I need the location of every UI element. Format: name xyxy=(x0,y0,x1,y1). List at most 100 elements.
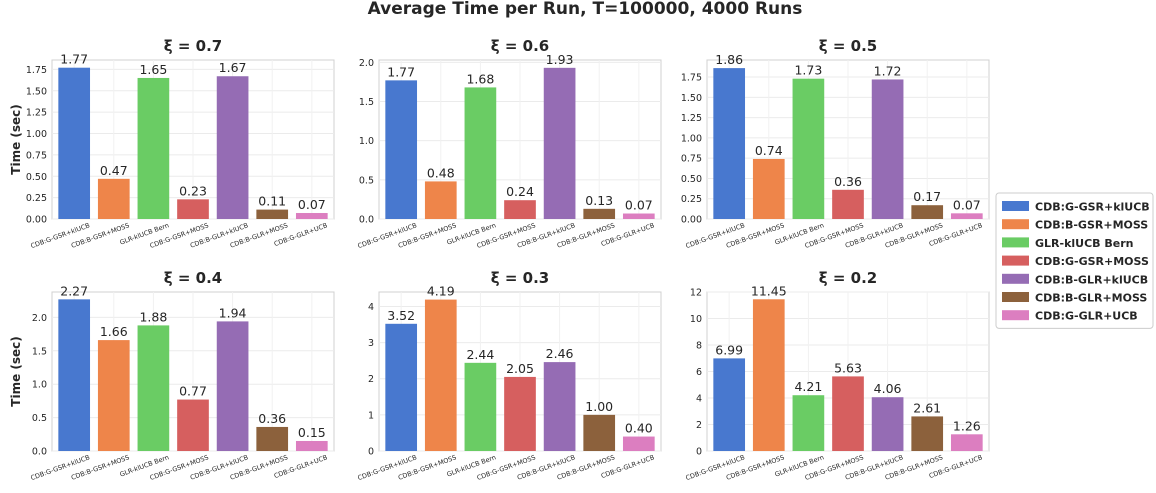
y-tick-label: 1.00 xyxy=(681,133,702,144)
subplot-title: ξ = 0.7 xyxy=(164,37,222,55)
bar-value-label: 1.88 xyxy=(139,309,167,324)
subplot-2: 0.00.51.01.52.01.77CDB:G-GSR+klUCB0.48CD… xyxy=(357,37,662,250)
y-tick-label: 1.50 xyxy=(681,93,702,104)
bar xyxy=(58,67,91,220)
bar-value-label: 1.66 xyxy=(100,324,128,339)
subplot-4: 0.00.51.01.52.02.27CDB:G-GSR+klUCB1.66CD… xyxy=(9,269,335,482)
bar-value-label: 0.07 xyxy=(625,198,653,213)
bar xyxy=(177,399,209,451)
bar-value-label: 1.65 xyxy=(139,62,167,77)
bar-value-label: 11.45 xyxy=(751,283,787,298)
y-tick-label: 1.50 xyxy=(26,86,47,97)
bar xyxy=(424,299,457,451)
bar xyxy=(97,340,130,451)
bar xyxy=(216,76,249,219)
bar xyxy=(543,362,576,451)
bar xyxy=(295,440,328,451)
legend-swatch xyxy=(1002,237,1029,248)
bar-value-label: 1.77 xyxy=(60,52,88,67)
bar xyxy=(97,178,130,219)
legend-entry: CDB:G-GLR+UCB xyxy=(1002,310,1138,323)
bar-value-label: 1.86 xyxy=(715,52,743,67)
y-tick-label: 2.0 xyxy=(32,313,47,324)
y-tick-label: 1.0 xyxy=(359,136,374,147)
legend-label: CDB:G-GSR+klUCB xyxy=(1035,201,1150,214)
bar xyxy=(583,208,616,219)
y-tick-label: 4 xyxy=(696,394,702,405)
bar xyxy=(137,325,170,451)
figure-title: Average Time per Run, T=100000, 4000 Run… xyxy=(368,0,803,19)
bar-value-label: 1.72 xyxy=(874,63,902,78)
bar xyxy=(385,80,418,219)
bar xyxy=(543,67,576,219)
bar xyxy=(583,414,616,451)
bar-value-label: 0.40 xyxy=(625,421,653,436)
bar xyxy=(911,416,944,451)
y-tick-label: 0.50 xyxy=(681,174,702,185)
y-tick-label: 2.0 xyxy=(359,58,374,69)
bar xyxy=(832,189,864,219)
bar xyxy=(713,68,746,219)
legend-entry: CDB:G-GSR+klUCB xyxy=(1002,201,1150,214)
bar xyxy=(137,77,170,219)
bar-value-label: 0.47 xyxy=(100,163,128,178)
legend-entry: CDB:B-GLR+MOSS xyxy=(1002,292,1147,305)
bar xyxy=(424,181,457,219)
legend-label: CDB:B-GLR+MOSS xyxy=(1035,292,1147,305)
y-tick-label: 2 xyxy=(696,420,702,431)
legend-entry: CDB:B-GLR+klUCB xyxy=(1002,273,1148,286)
bar-value-label: 0.24 xyxy=(506,184,534,199)
y-axis-label: Time (sec) xyxy=(9,336,23,406)
bar-value-label: 4.06 xyxy=(874,381,902,396)
legend-swatch xyxy=(1002,273,1029,284)
bar-value-label: 2.61 xyxy=(913,400,941,415)
y-tick-label: 1.5 xyxy=(359,97,374,108)
bar-value-label: 0.36 xyxy=(258,411,286,426)
bar xyxy=(871,397,904,451)
bar xyxy=(911,205,944,219)
legend: CDB:G-GSR+klUCB CDB:B-GSR+MOSS GLR-klUCB B… xyxy=(995,192,1154,329)
bar xyxy=(58,299,91,451)
y-tick-label: 0.00 xyxy=(26,215,47,226)
legend-swatch xyxy=(1002,292,1029,302)
bar xyxy=(950,434,983,451)
y-tick-label: 0.50 xyxy=(26,172,47,183)
y-tick-label: 0.25 xyxy=(681,194,702,205)
bar-value-label: 2.46 xyxy=(546,346,574,361)
legend-entry: GLR-klUCB Bern xyxy=(1002,237,1133,250)
bar-value-label: 0.23 xyxy=(179,183,207,198)
subplot-5: 012343.52CDB:G-GSR+klUCB4.19CDB:B-GSR+MO… xyxy=(357,269,662,482)
bar-value-label: 1.00 xyxy=(585,399,613,414)
bar xyxy=(622,213,655,219)
y-tick-label: 0.5 xyxy=(359,175,374,186)
bar xyxy=(752,158,785,219)
subplot-title: ξ = 0.4 xyxy=(164,269,222,287)
y-axis-label: Time (sec) xyxy=(9,104,23,174)
subplot-title: ξ = 0.3 xyxy=(491,269,549,287)
bar-value-label: 1.73 xyxy=(794,63,822,78)
bar-value-label: 0.48 xyxy=(427,165,455,180)
y-tick-label: 1.25 xyxy=(681,113,702,124)
y-tick-label: 0.5 xyxy=(32,413,47,424)
bar xyxy=(256,426,289,451)
y-tick-label: 1.75 xyxy=(26,65,47,76)
legend-swatch xyxy=(1002,310,1029,321)
bar-value-label: 1.93 xyxy=(546,52,574,67)
y-tick-label: 1.5 xyxy=(32,346,47,357)
bar xyxy=(871,79,904,219)
bar xyxy=(792,395,825,451)
bar-value-label: 0.74 xyxy=(755,143,783,158)
y-tick-label: 0.0 xyxy=(359,215,374,226)
y-tick-label: 2 xyxy=(368,374,374,385)
bar-value-label: 0.07 xyxy=(953,197,981,212)
bar-value-label: 0.77 xyxy=(179,384,207,399)
bar-value-label: 5.63 xyxy=(834,360,862,375)
legend-label: GLR-klUCB Bern xyxy=(1035,237,1133,250)
bar-value-label: 1.94 xyxy=(219,305,247,320)
y-tick-label: 10 xyxy=(690,314,702,325)
bar xyxy=(832,376,864,451)
legend-label: CDB:G-GLR+UCB xyxy=(1035,310,1138,323)
subplot-3: 0.000.250.500.751.001.251.501.751.86CDB:… xyxy=(681,37,990,250)
legend-swatch xyxy=(1002,201,1029,211)
